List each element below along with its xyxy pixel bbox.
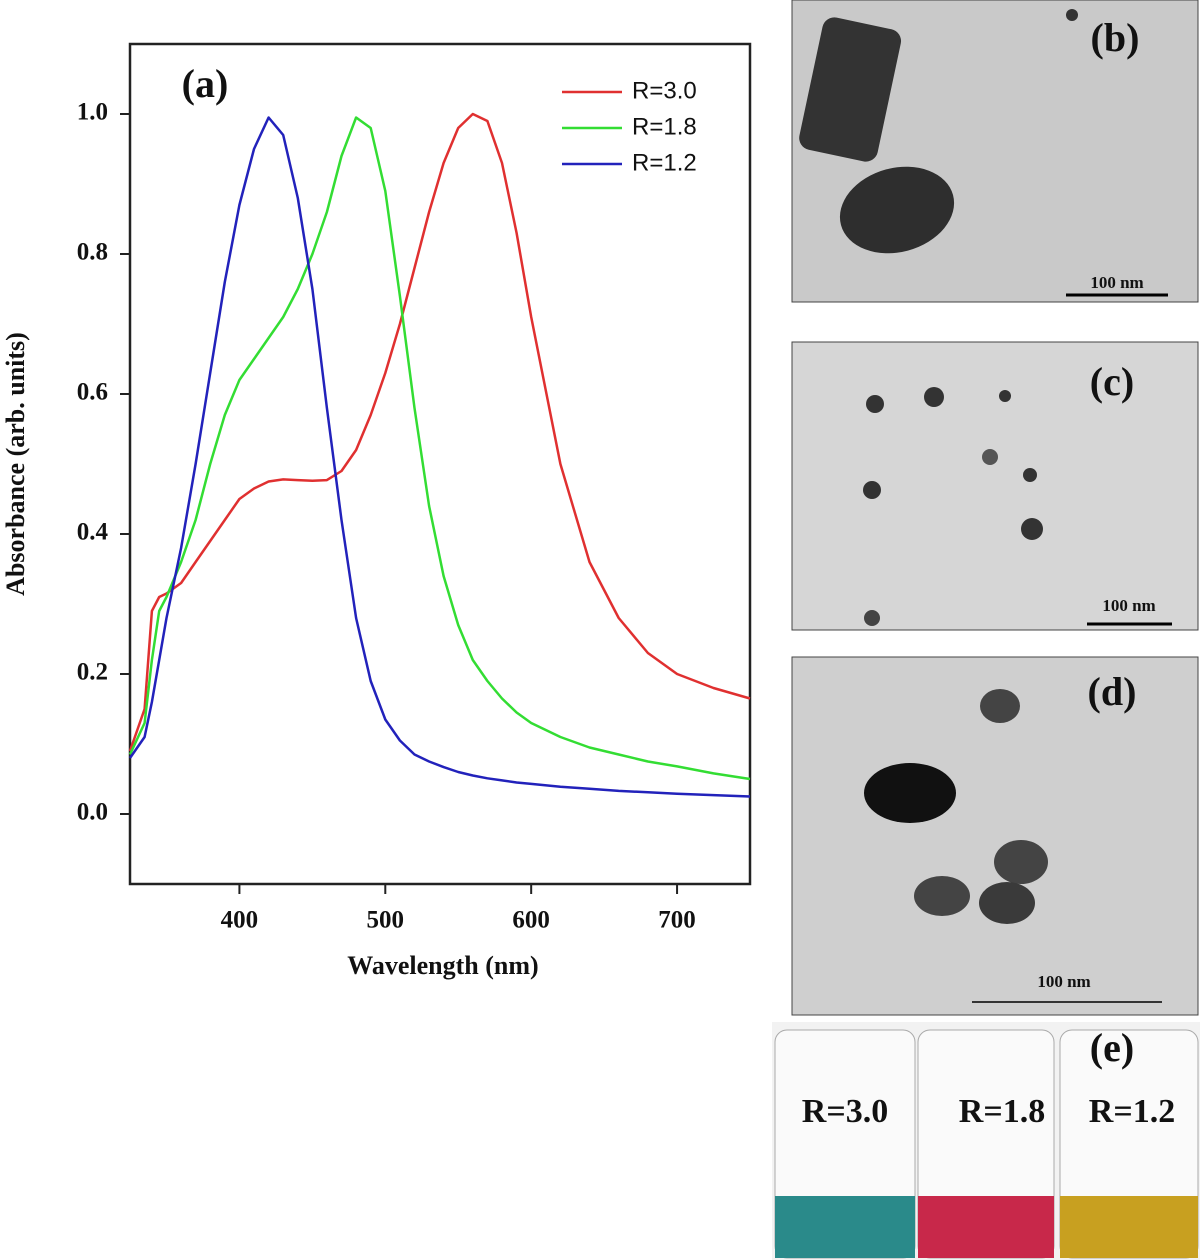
x-tick-label: 700	[658, 907, 696, 934]
particle	[994, 840, 1048, 884]
vial-liquid	[775, 1196, 915, 1258]
x-tick-label: 600	[512, 907, 550, 934]
sample-label: R=1.2	[1089, 1093, 1175, 1130]
vials-panel-e: (e) R=3.0 R=1.8 R=1.2	[772, 1022, 1200, 1260]
y-tick-label: 0.4	[77, 519, 109, 546]
x-tick-label: 400	[221, 907, 259, 934]
particle	[999, 390, 1011, 402]
scale-bar-label: 100 nm	[1090, 273, 1143, 292]
legend-label: R=3.0	[632, 77, 697, 104]
y-tick-label: 0.8	[77, 239, 108, 266]
particle	[1023, 468, 1037, 482]
particle	[799, 17, 902, 162]
series-line	[128, 116, 751, 798]
legend-label: R=1.8	[632, 113, 697, 140]
sample-label: R=1.8	[959, 1093, 1045, 1130]
y-tick-label: 0.2	[77, 659, 108, 686]
particle	[863, 481, 881, 499]
vial-liquid	[918, 1196, 1054, 1258]
particle	[914, 876, 970, 916]
particle	[982, 449, 998, 465]
tem-panel-c: (c) 100 nm	[791, 341, 1199, 631]
sample-label: R=3.0	[802, 1093, 888, 1130]
panel-label: (d)	[1088, 669, 1137, 714]
series-line	[128, 116, 751, 781]
x-axis-label: Wavelength (nm)	[347, 951, 538, 980]
panel-label: (e)	[1090, 1025, 1134, 1070]
y-axis-label: Absorbance (arb. units)	[1, 332, 30, 596]
series-line	[128, 112, 751, 752]
particle	[839, 166, 955, 254]
scale-bar-label: 100 nm	[1102, 596, 1155, 615]
particle	[864, 763, 956, 823]
particle	[980, 689, 1020, 723]
tem-image	[791, 341, 1199, 631]
particle	[924, 387, 944, 407]
particle	[979, 882, 1035, 924]
plot-frame	[128, 42, 752, 886]
panel-label: (c)	[1090, 359, 1134, 404]
panel-label: (b)	[1091, 15, 1140, 60]
legend-label: R=1.2	[632, 149, 697, 176]
particle	[1021, 518, 1043, 540]
tem-image	[791, 656, 1199, 1016]
particle	[1066, 9, 1078, 21]
chart: (a) Wavelength (nm) Absorbance (arb. uni…	[1, 42, 752, 980]
scale-bar-label: 100 nm	[1037, 972, 1090, 991]
vial-liquid	[1060, 1196, 1198, 1258]
tem-panel-d: (d) 100 nm	[791, 656, 1199, 1016]
y-tick-label: 0.6	[77, 379, 108, 406]
y-tick-label: 0.0	[77, 799, 108, 826]
chart-annotation: (a)	[182, 61, 229, 106]
x-tick-label: 500	[367, 907, 405, 934]
particle	[866, 395, 884, 413]
y-tick-label: 1.0	[77, 99, 108, 126]
particle	[864, 610, 880, 626]
tem-panel-b: (b) 100 nm	[791, 0, 1199, 303]
